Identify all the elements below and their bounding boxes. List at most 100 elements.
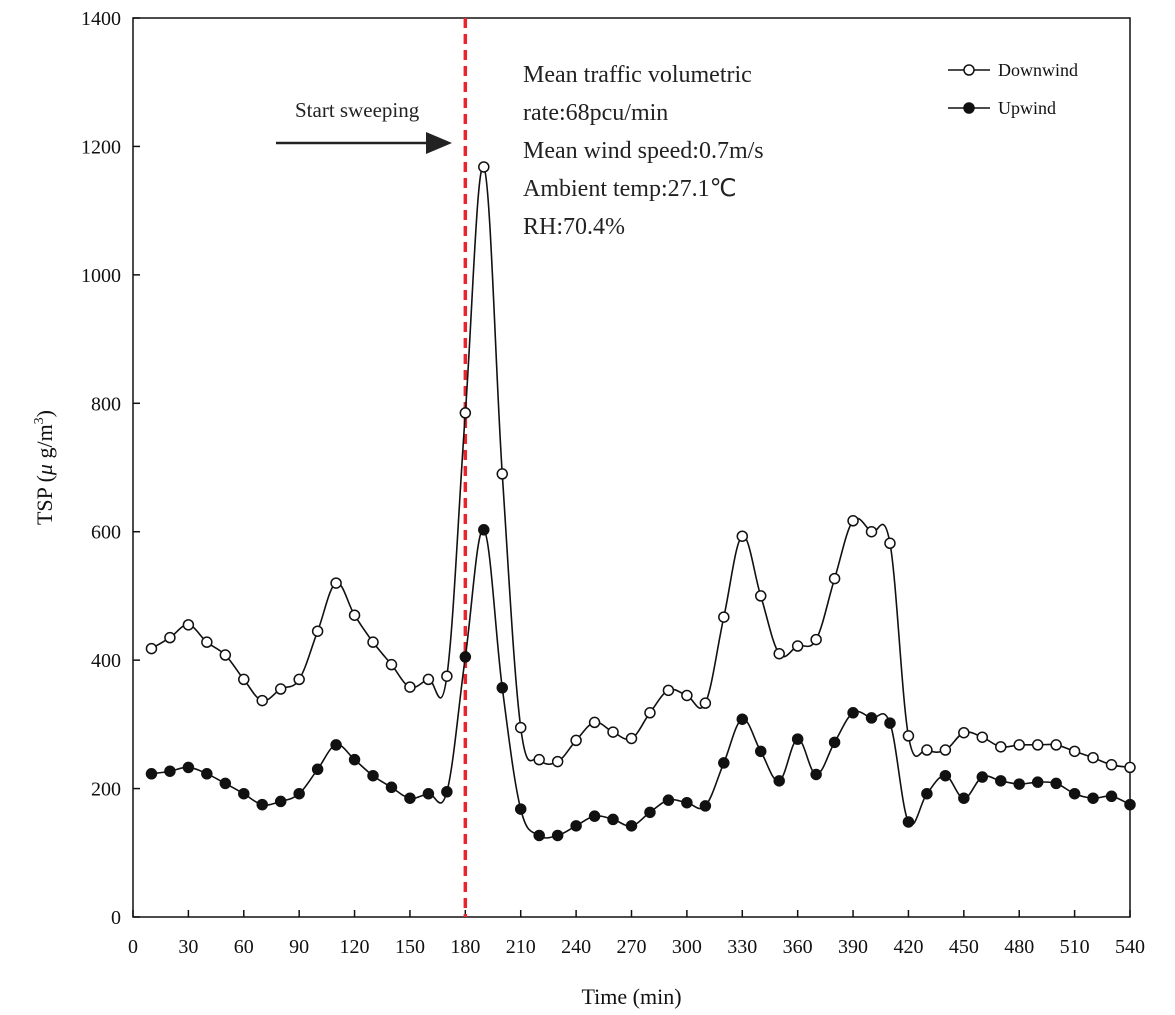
upwind-data-point xyxy=(625,820,638,832)
downwind-data-point xyxy=(644,707,656,719)
upwind-data-point xyxy=(385,781,398,794)
upwind-data-point xyxy=(293,787,305,800)
downwind-data-point xyxy=(921,744,933,756)
upwind-data-point xyxy=(939,769,952,782)
downwind-data-point xyxy=(865,525,878,538)
x-axis-title: Time (min) xyxy=(581,984,681,1009)
downwind-data-point xyxy=(478,161,490,173)
downwind-data-point xyxy=(219,649,232,661)
downwind-data-point xyxy=(847,515,859,527)
annotation-line: Mean wind speed:0.7m/s xyxy=(523,138,764,164)
x-tick-label: 60 xyxy=(234,936,254,958)
upwind-data-point xyxy=(1031,776,1044,788)
upwind-data-point xyxy=(238,787,250,800)
upwind-data-point xyxy=(182,761,195,774)
downwind-data-point xyxy=(496,468,509,480)
y-title-part-2: g/m xyxy=(32,424,57,464)
y-tick-label: 200 xyxy=(91,779,121,801)
upwind-data-point xyxy=(1013,778,1025,790)
upwind-data-point xyxy=(533,829,545,842)
downwind-data-point xyxy=(570,734,582,747)
y-tick-label: 1400 xyxy=(81,8,121,30)
upwind-data-point xyxy=(644,806,656,819)
downwind-data-point xyxy=(754,590,767,602)
downwind-data-point xyxy=(145,642,158,655)
upwind-data-point xyxy=(1105,790,1118,803)
downwind-data-point xyxy=(939,744,952,756)
upwind-data-point xyxy=(145,768,158,780)
x-tick-label: 300 xyxy=(672,936,702,958)
upwind-data-point xyxy=(976,771,989,783)
upwind-data-point xyxy=(791,733,804,745)
x-tick-label: 360 xyxy=(783,936,813,958)
downwind-data-point xyxy=(1105,759,1118,771)
downwind-data-point xyxy=(1013,739,1025,751)
downwind-data-point xyxy=(201,636,213,648)
upwind-data-point xyxy=(330,739,342,751)
y-tick-label: 800 xyxy=(91,393,121,415)
upwind-data-point xyxy=(1087,792,1099,804)
upwind-data-point xyxy=(404,792,416,804)
downwind-data-point xyxy=(1124,761,1136,774)
x-axis-ticks: 0 30 60 90 120 150 180 210 240 270 300 330 360 390 420… xyxy=(128,910,1145,958)
x-tick-label: 180 xyxy=(450,936,480,958)
upwind-data-point xyxy=(995,775,1007,787)
legend-upwind-label: Upwind xyxy=(998,98,1056,118)
upwind-data-point xyxy=(958,792,970,804)
downwind-data-point xyxy=(256,694,268,707)
legend-downwind-marker xyxy=(963,64,975,76)
upwind-data-point xyxy=(865,712,878,724)
upwind-data-point xyxy=(311,763,324,776)
upwind-data-point xyxy=(681,796,693,809)
downwind-data-point xyxy=(958,726,970,739)
downwind-data-point xyxy=(588,716,601,729)
downwind-data-point xyxy=(551,755,564,768)
legend-upwind-marker xyxy=(963,102,975,114)
annotation-line: Mean traffic volumetric xyxy=(523,62,752,88)
upwind-data-point xyxy=(367,769,379,782)
y-title-superscript: 3 xyxy=(32,417,47,424)
downwind-data-point xyxy=(995,741,1007,753)
y-tick-label: 400 xyxy=(91,650,121,672)
downwind-data-point xyxy=(533,753,545,766)
x-tick-label: 390 xyxy=(838,936,868,958)
upwind-data-point xyxy=(1050,777,1062,790)
downwind-data-point xyxy=(182,619,195,631)
downwind-data-point xyxy=(607,726,619,738)
downwind-data-point xyxy=(238,673,250,686)
x-tick-label: 450 xyxy=(949,936,979,958)
y-tick-label: 600 xyxy=(91,522,121,544)
x-tick-label: 90 xyxy=(289,936,309,958)
annotation-line: RH:70.4% xyxy=(523,214,625,240)
x-tick-label: 210 xyxy=(506,936,536,958)
upwind-data-point xyxy=(219,777,232,790)
downwind-data-point xyxy=(404,681,416,693)
downwind-data-point xyxy=(681,689,693,702)
legend: Downwind Upwind xyxy=(948,60,1078,118)
upwind-data-point xyxy=(441,786,453,798)
x-tick-label: 0 xyxy=(128,936,138,958)
upwind-data-point xyxy=(514,803,527,815)
x-tick-label: 240 xyxy=(561,936,591,958)
upwind-data-point xyxy=(754,745,767,758)
upwind-data-point xyxy=(699,800,712,812)
upwind-data-point xyxy=(884,717,896,729)
upwind-data-point xyxy=(459,651,472,663)
downwind-data-point xyxy=(976,731,989,743)
upwind-data-point xyxy=(1068,787,1081,800)
upwind-data-point xyxy=(570,820,582,832)
downwind-data-point xyxy=(367,636,379,648)
upwind-data-point xyxy=(810,768,822,781)
downwind-data-point xyxy=(330,577,342,589)
x-tick-label: 510 xyxy=(1060,936,1090,958)
upwind-data-point xyxy=(348,753,361,766)
upwind-data-point xyxy=(921,787,933,800)
downwind-data-point xyxy=(736,530,749,542)
downwind-data-point xyxy=(164,631,176,644)
series-layer xyxy=(145,161,1136,842)
downwind-data-point xyxy=(828,572,841,585)
downwind-data-point xyxy=(1068,745,1081,758)
upwind-data-point xyxy=(847,707,859,719)
start-sweeping-arrowhead xyxy=(426,132,452,154)
downwind-data-point xyxy=(810,633,822,646)
